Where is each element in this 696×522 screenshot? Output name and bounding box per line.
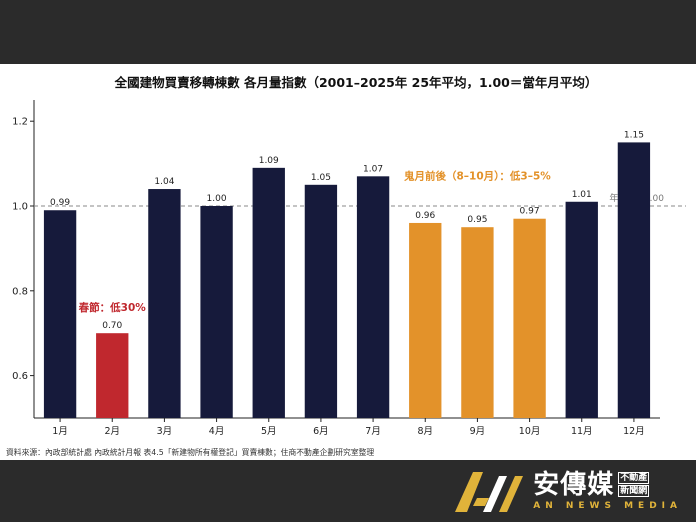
bar-value-label: 1.04: [154, 177, 174, 187]
x-tick-label: 2月: [104, 426, 120, 437]
bar: [565, 201, 598, 418]
annotation-spring-festival: 春節：低30%: [79, 301, 147, 314]
y-tick-label: 1.0: [12, 202, 28, 213]
bar-value-label: 1.01: [572, 190, 592, 200]
bar: [617, 142, 651, 418]
bar-value-label: 1.09: [259, 156, 279, 166]
x-tick-label: 6月: [313, 426, 329, 437]
chart-panel: 全國建物買賣移轉棟數 各月量指數（2001–2025年 25年平均，1.00＝當…: [0, 64, 696, 460]
x-tick-label: 1月: [52, 426, 68, 437]
bar-value-label: 0.97: [520, 207, 540, 217]
bar: [43, 210, 77, 418]
x-tick-label: 11月: [571, 426, 593, 437]
x-tick-label: 4月: [209, 426, 225, 437]
bar: [200, 206, 233, 418]
source-note: 資料來源：內政部統計處 內政統計月報 表4.5「新建物所有權登記」買賣棟數；住商…: [6, 447, 374, 457]
logo-mark-icon: [455, 472, 524, 512]
x-tick-label: 3月: [157, 426, 173, 437]
x-tick-label: 10月: [519, 426, 541, 437]
logo-name: 安傳媒: [533, 470, 615, 500]
x-tick-label: 7月: [365, 426, 381, 437]
bar-value-label: 1.07: [363, 164, 383, 174]
annotation-ghost-month: 鬼月前後（8–10月）：低3–5%: [404, 169, 551, 182]
bar: [96, 333, 129, 418]
x-tick-label: 5月: [261, 426, 277, 437]
bar-value-label: 0.70: [102, 321, 122, 331]
bar-value-label: 1.15: [624, 130, 644, 140]
y-tick-label: 0.6: [12, 371, 28, 382]
logo-side-bottom: 新聞網: [618, 485, 650, 497]
logo-subtitle: AN NEWS MEDIA: [533, 501, 682, 511]
x-tick-label: 9月: [470, 426, 486, 437]
x-tick-label: 12月: [623, 426, 645, 437]
bar-value-label: 0.95: [467, 215, 487, 225]
bar-value-label: 1.00: [207, 194, 227, 204]
chart-svg: 全國建物買賣移轉棟數 各月量指數（2001–2025年 25年平均，1.00＝當…: [6, 75, 686, 457]
bottom-band: [0, 460, 696, 522]
top-band: [0, 0, 696, 64]
bar: [148, 189, 181, 418]
y-tick-label: 1.2: [12, 117, 28, 128]
bar-value-label: 0.99: [50, 198, 70, 208]
bar-value-label: 1.05: [311, 173, 331, 183]
bar: [304, 184, 338, 418]
bar: [409, 222, 442, 418]
bar-value-label: 0.96: [415, 211, 435, 221]
x-tick-label: 8月: [417, 426, 433, 437]
bar: [461, 227, 494, 418]
bar: [513, 218, 546, 418]
chart-title: 全國建物買賣移轉棟數 各月量指數（2001–2025年 25年平均，1.00＝當…: [114, 75, 598, 90]
logo-side-top: 不動產: [618, 472, 650, 484]
bar: [252, 167, 285, 418]
y-tick-label: 0.8: [12, 286, 28, 297]
brand-logo: 安傳媒 不動產 新聞網 AN NEWS MEDIA: [453, 468, 682, 514]
bar: [356, 176, 390, 418]
